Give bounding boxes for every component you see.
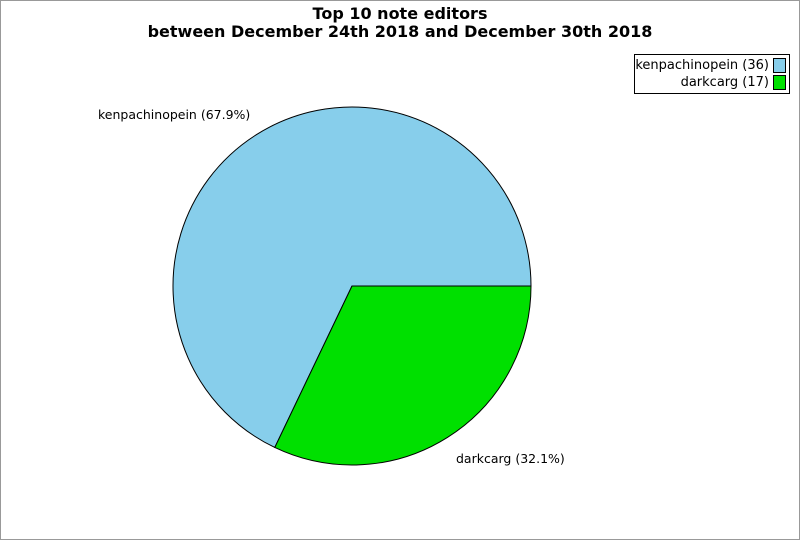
slice-label-darkcarg: darkcarg (32.1%) (456, 451, 565, 466)
chart-title-line2: between December 24th 2018 and December … (147, 22, 653, 41)
legend-item-label: darkcarg (17) (680, 75, 769, 90)
pie-slice-kenpachinopein (172, 106, 532, 449)
legend-item-darkcarg: darkcarg (17) (639, 74, 786, 91)
legend-item-kenpachinopein: kenpachinopein (36) (635, 57, 786, 74)
chart-title-line1: Top 10 note editors (312, 4, 488, 23)
chart-title: Top 10 note editors between December 24t… (1, 5, 799, 41)
legend-swatch-kenpachinopein (773, 58, 786, 73)
slice-label-kenpachinopein: kenpachinopein (67.9%) (98, 107, 251, 122)
legend: kenpachinopein (36) darkcarg (17) (634, 54, 790, 94)
legend-item-label: kenpachinopein (36) (635, 58, 769, 73)
pie-slice-darkcarg (274, 285, 532, 466)
legend-swatch-darkcarg (773, 75, 786, 90)
